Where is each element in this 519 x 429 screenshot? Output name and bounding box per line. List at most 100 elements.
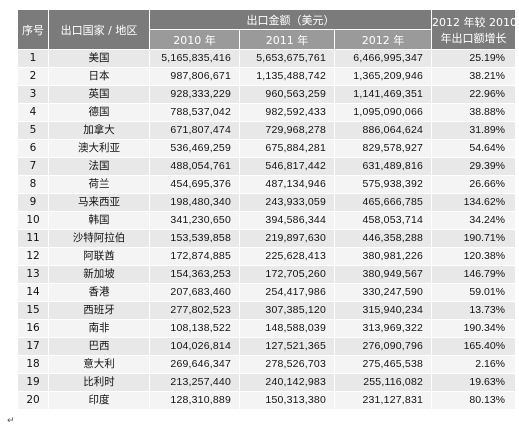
cell-export-2010: 269,646,347: [149, 355, 240, 374]
header-year-2012: 2012 年: [333, 29, 433, 50]
export-table: 序号 出口国家 / 地区 出口金额（美元） 2012 年较 2010 年出口额增…: [17, 9, 517, 410]
cell-growth: 29.39%: [431, 157, 517, 176]
cell-growth: 190.71%: [431, 229, 517, 248]
cell-growth: 19.63%: [431, 373, 517, 392]
table-row: 20 印度 128,310,889 150,313,380 231,127,831 80.…: [17, 391, 517, 410]
header-growth-line1: 2012 年较 2010: [432, 15, 516, 29]
cell-rank: 9: [17, 193, 49, 212]
cell-growth: 26.66%: [431, 175, 517, 194]
cell-export-2010: 104,026,814: [149, 337, 240, 356]
cell-export-2012: 446,358,288: [333, 229, 433, 248]
cell-rank: 7: [17, 157, 49, 176]
cell-export-2011: 675,884,281: [239, 139, 335, 158]
header-rank: 序号: [17, 9, 49, 50]
cell-export-2012: 1,141,469,351: [333, 85, 433, 104]
table-row: 18 意大利 269,646,347 278,526,703 275,465,538 2.…: [17, 355, 517, 374]
cell-export-2012: 575,938,392: [333, 175, 433, 194]
cell-export-2012: 315,940,234: [333, 301, 433, 320]
cell-export-2011: 5,653,675,761: [239, 49, 335, 68]
cell-rank: 17: [17, 337, 49, 356]
header-country: 出口国家 / 地区: [48, 9, 150, 50]
cell-export-2011: 148,588,039: [239, 319, 335, 338]
cell-export-2011: 394,586,344: [239, 211, 335, 230]
cell-growth: 54.64%: [431, 139, 517, 158]
table-row: 14 香港 207,683,460 254,417,986 330,247,590 59.…: [17, 283, 517, 302]
cell-rank: 8: [17, 175, 49, 194]
cell-growth: 38.88%: [431, 103, 517, 122]
cell-export-2010: 153,539,858: [149, 229, 240, 248]
cell-country: 西班牙: [48, 301, 150, 320]
cell-export-2012: 330,247,590: [333, 283, 433, 302]
cell-growth: 2.16%: [431, 355, 517, 374]
cell-country: 巴西: [48, 337, 150, 356]
table-row: 17 巴西 104,026,814 127,521,365 276,090,796 165…: [17, 337, 517, 356]
cell-export-2010: 536,469,259: [149, 139, 240, 158]
cell-country: 比利时: [48, 373, 150, 392]
cell-growth: 34.24%: [431, 211, 517, 230]
cell-rank: 1: [17, 49, 49, 68]
cell-export-2012: 1,365,209,946: [333, 67, 433, 86]
cell-country: 澳大利亚: [48, 139, 150, 158]
cell-growth: 13.73%: [431, 301, 517, 320]
cell-export-2010: 5,165,835,416: [149, 49, 240, 68]
cell-export-2011: 1,135,488,742: [239, 67, 335, 86]
cell-country: 香港: [48, 283, 150, 302]
table-row: 16 南非 108,138,522 148,588,039 313,969,322 190…: [17, 319, 517, 338]
cell-export-2010: 128,310,889: [149, 391, 240, 410]
cell-growth: 25.19%: [431, 49, 517, 68]
cell-export-2011: 982,592,433: [239, 103, 335, 122]
cell-country: 加拿大: [48, 121, 150, 140]
cell-country: 阿联酋: [48, 247, 150, 266]
cell-rank: 3: [17, 85, 49, 104]
cell-country: 沙特阿拉伯: [48, 229, 150, 248]
cell-export-2012: 6,466,995,347: [333, 49, 433, 68]
cell-growth: 80.13%: [431, 391, 517, 410]
table-row: 12 阿联酋 172,874,885 225,628,413 380,981,226 12…: [17, 247, 517, 266]
cell-export-2011: 240,142,983: [239, 373, 335, 392]
cell-export-2012: 829,578,927: [333, 139, 433, 158]
cell-growth: 190.34%: [431, 319, 517, 338]
header-amount-group: 出口金额（美元）: [148, 9, 433, 30]
cell-export-2010: 987,806,671: [149, 67, 240, 86]
cell-export-2010: 788,537,042: [149, 103, 240, 122]
cell-rank: 16: [17, 319, 49, 338]
header-year-2010: 2010 年: [149, 29, 240, 50]
cell-rank: 15: [17, 301, 49, 320]
cell-export-2012: 465,666,785: [333, 193, 433, 212]
table-header: 序号 出口国家 / 地区 出口金额（美元） 2012 年较 2010 年出口额增…: [17, 9, 517, 50]
cell-export-2011: 487,134,946: [239, 175, 335, 194]
cell-growth: 165.40%: [431, 337, 517, 356]
cell-export-2012: 255,116,082: [333, 373, 433, 392]
cell-export-2011: 278,526,703: [239, 355, 335, 374]
cell-export-2011: 729,968,278: [239, 121, 335, 140]
export-table-container: 序号 出口国家 / 地区 出口金额（美元） 2012 年较 2010 年出口额增…: [17, 9, 517, 410]
cell-country: 法国: [48, 157, 150, 176]
cell-export-2010: 454,695,376: [149, 175, 240, 194]
cell-rank: 5: [17, 121, 49, 140]
table-row: 19 比利时 213,257,440 240,142,983 255,116,082 19…: [17, 373, 517, 392]
cell-growth: 22.96%: [431, 85, 517, 104]
table-row: 7 法国 488,054,761 546,817,442 631,489,816 29.3…: [17, 157, 517, 176]
table-row: 15 西班牙 277,802,523 307,385,120 315,940,234 13…: [17, 301, 517, 320]
table-row: 6 澳大利亚 536,469,259 675,884,281 829,578,927 54…: [17, 139, 517, 158]
cell-country: 意大利: [48, 355, 150, 374]
cell-rank: 18: [17, 355, 49, 374]
table-row: 1 美国 5,165,835,416 5,653,675,761 6,466,995,3…: [17, 49, 517, 68]
cell-export-2012: 631,489,816: [333, 157, 433, 176]
table-row: 4 德国 788,537,042 982,592,433 1,095,090,066 38…: [17, 103, 517, 122]
cell-export-2012: 276,090,796: [333, 337, 433, 356]
cell-export-2011: 225,628,413: [239, 247, 335, 266]
cell-export-2012: 313,969,322: [333, 319, 433, 338]
cell-country: 日本: [48, 67, 150, 86]
cell-export-2010: 277,802,523: [149, 301, 240, 320]
table-body: 1 美国 5,165,835,416 5,653,675,761 6,466,995,3…: [17, 49, 517, 410]
table-row: 13 新加坡 154,363,253 172,705,260 380,949,567 14…: [17, 265, 517, 284]
table-row: 10 韩国 341,230,650 394,586,344 458,053,714 34.…: [17, 211, 517, 230]
table-row: 2 日本 987,806,671 1,135,488,742 1,365,209,946…: [17, 67, 517, 86]
cell-export-2010: 198,480,340: [149, 193, 240, 212]
cell-country: 德国: [48, 103, 150, 122]
cell-export-2011: 254,417,986: [239, 283, 335, 302]
cell-export-2012: 458,053,714: [333, 211, 433, 230]
cell-rank: 6: [17, 139, 49, 158]
cell-export-2010: 213,257,440: [149, 373, 240, 392]
